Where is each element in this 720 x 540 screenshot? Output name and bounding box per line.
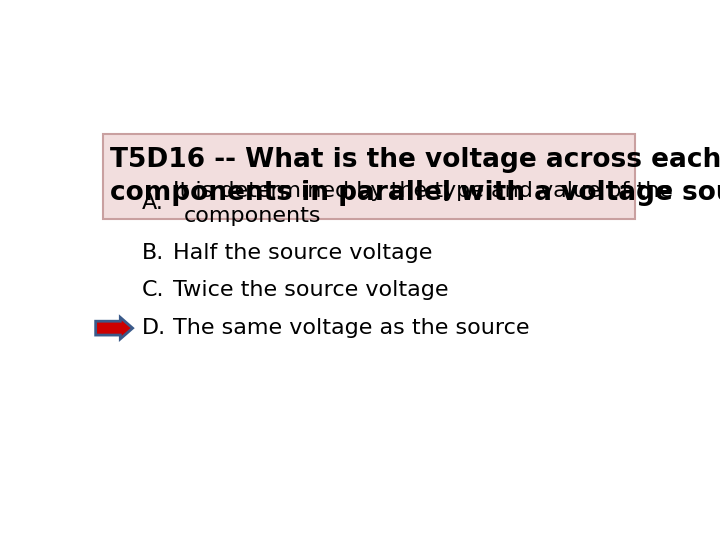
Text: Twice the source voltage: Twice the source voltage <box>173 280 448 300</box>
Text: T5D16 -- What is the voltage across each of two: T5D16 -- What is the voltage across each… <box>109 146 720 172</box>
Text: components in parallel with a voltage source?: components in parallel with a voltage so… <box>109 180 720 206</box>
Text: Half the source voltage: Half the source voltage <box>173 244 432 264</box>
Text: B.: B. <box>142 244 164 264</box>
Text: D.: D. <box>142 318 166 338</box>
Text: The same voltage as the source: The same voltage as the source <box>173 318 529 338</box>
FancyArrow shape <box>96 318 132 339</box>
Text: C.: C. <box>142 280 164 300</box>
Text: It is determined by the type and value of the: It is determined by the type and value o… <box>173 181 672 201</box>
FancyBboxPatch shape <box>104 134 634 219</box>
Text: components: components <box>184 206 322 226</box>
Text: A.: A. <box>142 193 163 213</box>
